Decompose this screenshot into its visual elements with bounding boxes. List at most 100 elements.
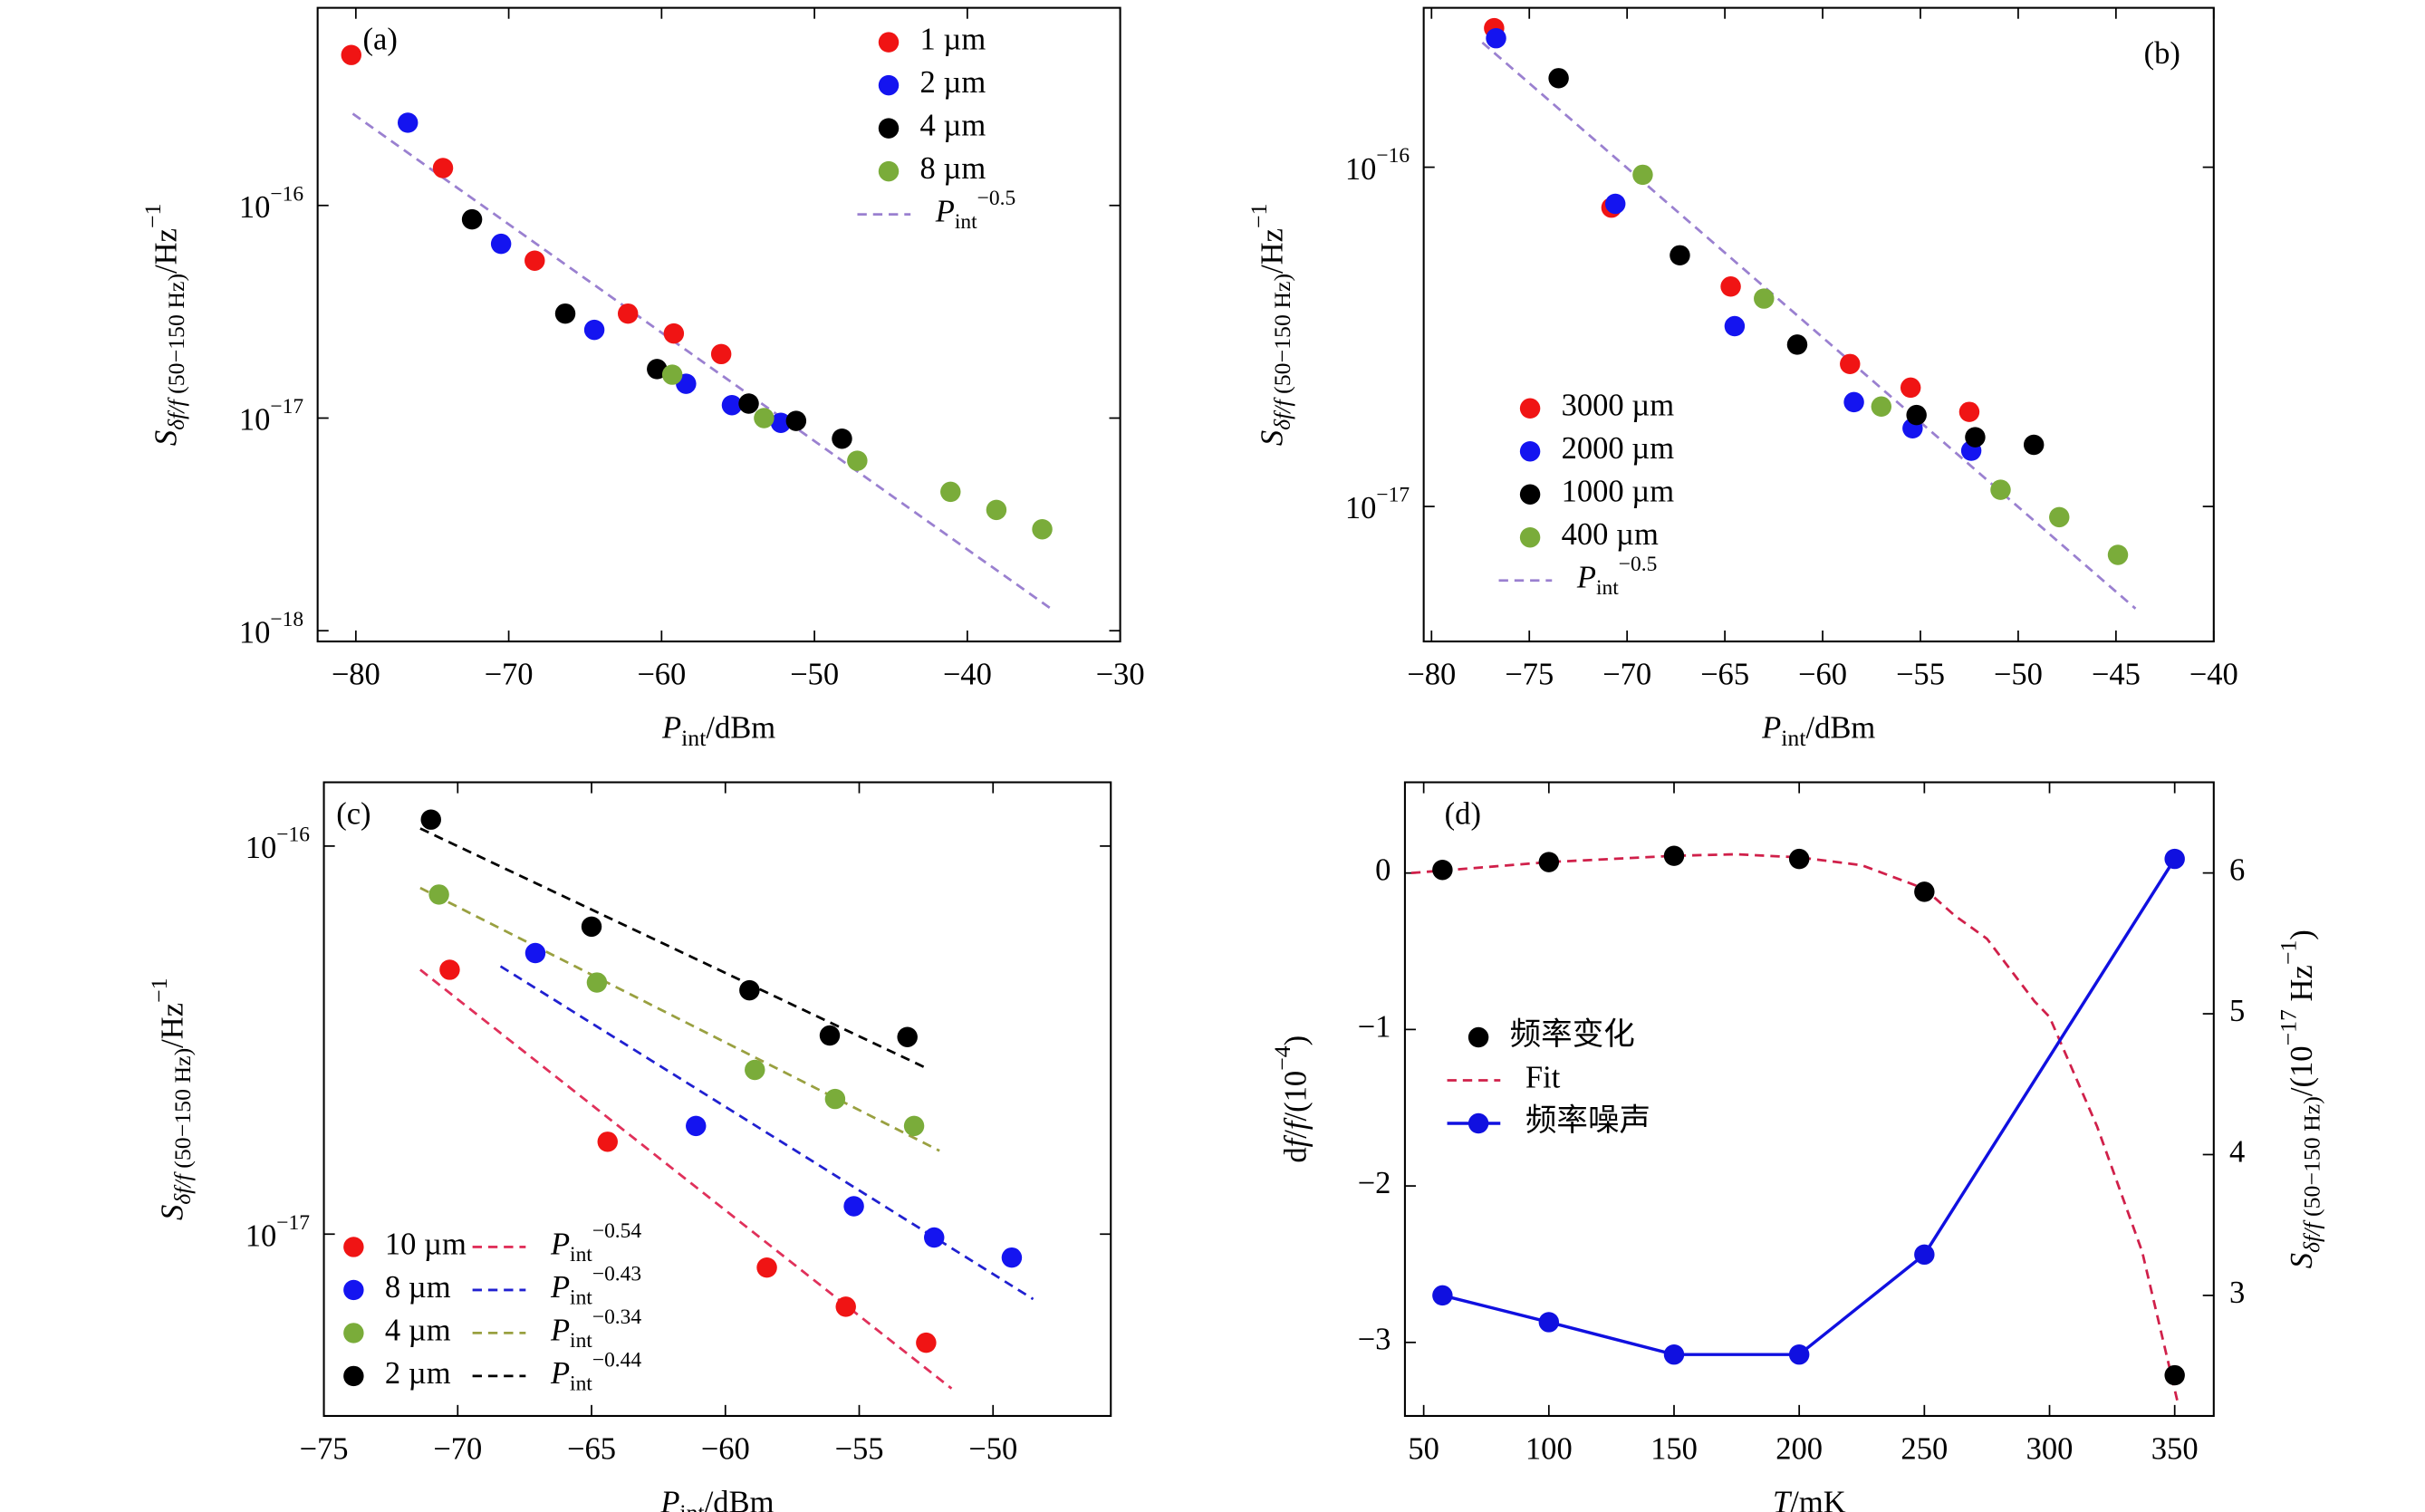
series-line <box>1441 858 2177 1356</box>
y-tick-label-part: −18 <box>270 608 303 631</box>
y-axis-label-part: δf/f <box>1269 397 1295 430</box>
data-point <box>1432 1285 1453 1306</box>
y-tick-label: 10−16 <box>239 183 304 225</box>
data-point <box>897 1026 918 1047</box>
data-point <box>554 303 576 324</box>
x-tick-label: −75 <box>1505 658 1554 692</box>
legend-label: 4 µm <box>920 109 986 143</box>
x-tick-label: −60 <box>701 1432 750 1467</box>
x-axis-label-part: /mK <box>1790 1485 1845 1512</box>
axes-frame <box>322 781 1112 1417</box>
x-tick-label: −80 <box>332 658 380 692</box>
series-line <box>499 965 1034 1301</box>
y-axis-label-part: (50−150 Hz) <box>169 1048 196 1174</box>
data-point <box>847 450 868 471</box>
y-axis-label: Sδf/f (50−150 Hz)/Hz−1 <box>146 978 196 1220</box>
data-point <box>1663 1343 1685 1365</box>
data-point <box>785 410 807 431</box>
legend-label: 400 µm <box>1562 517 1659 552</box>
legend-marker <box>1519 527 1541 548</box>
x-tick-label: 50 <box>1408 1432 1439 1467</box>
y-axis-label-part: δf/f <box>169 1170 196 1204</box>
data-point <box>1604 193 1626 215</box>
y2-axis-label-part: /(10 <box>2285 1045 2319 1096</box>
legend-marker <box>343 1237 364 1257</box>
x-tick-label: 200 <box>1775 1432 1823 1467</box>
axes-frame <box>1403 781 2215 1417</box>
legend-label: 频率噪声 <box>1525 1103 1650 1138</box>
x-axis-label-part: /dBm <box>705 1485 775 1512</box>
data-point <box>617 303 639 324</box>
data-point <box>586 972 608 993</box>
x-tick-label: −50 <box>790 658 839 692</box>
y-axis-label-part: ) <box>1278 1035 1313 1046</box>
legend-label-part: int <box>955 210 977 234</box>
y-tick-label-part: 10 <box>245 1218 277 1253</box>
y-tick-label-part: 10 <box>239 615 271 650</box>
data-point <box>2023 434 2045 456</box>
y-axis-label-part: (50−150 Hz) <box>1269 274 1295 400</box>
y-axis-label-part: / <box>1278 1130 1313 1139</box>
data-point <box>835 1296 856 1317</box>
data-point <box>524 942 546 964</box>
data-point <box>1958 401 1980 422</box>
y-axis-label-part: δf/f <box>163 397 189 430</box>
y-tick-label: 0 <box>1375 853 1391 888</box>
data-point <box>738 393 759 414</box>
data-point <box>1663 845 1685 866</box>
data-point <box>1432 860 1453 881</box>
legend-marker <box>878 160 900 182</box>
legend-marker <box>343 1279 364 1301</box>
data-point <box>397 112 419 133</box>
data-point <box>832 429 852 449</box>
x-tick-label: 100 <box>1525 1432 1573 1467</box>
x-axis-label-part: /dBm <box>1806 710 1876 745</box>
y-tick-label: −1 <box>1358 1009 1391 1044</box>
x-axis-label: Pint/dBm <box>659 1485 774 1512</box>
y2-tick-label: 3 <box>2229 1276 2245 1310</box>
x-tick-label: −70 <box>433 1432 482 1467</box>
data-point <box>597 1132 618 1152</box>
legend-label: 频率变化 <box>1510 1017 1635 1052</box>
y2-axis-label-part: −17 <box>2275 1009 2301 1045</box>
y2-axis-label-part: (50−150 Hz) <box>2298 1096 2324 1222</box>
y-axis-label-part: −1 <box>1246 204 1272 228</box>
x-axis-label-part: int <box>679 1499 705 1512</box>
legend-label-part: −0.43 <box>592 1263 641 1286</box>
legend-label: 1000 µm <box>1562 475 1675 509</box>
data-point <box>824 1088 846 1110</box>
data-point <box>2049 506 2070 528</box>
legend-label-part: int <box>570 1243 592 1266</box>
y-axis-label-part: S <box>155 1205 189 1220</box>
legend-label-part: int <box>570 1329 592 1353</box>
legend-label: 10 µm <box>385 1227 467 1261</box>
legend-label: Pint−0.5 <box>1576 554 1657 601</box>
legend-label-part: −0.5 <box>1619 554 1658 577</box>
y-axis-label-part: S <box>149 430 183 446</box>
x-axis-label-part: T <box>1773 1485 1793 1512</box>
series-line <box>1481 41 2137 610</box>
data-point <box>490 233 512 255</box>
y-tick-label: 10−16 <box>245 823 311 865</box>
x-tick-label: 150 <box>1650 1432 1698 1467</box>
legend-label-part: int <box>570 1286 592 1310</box>
x-axis-label: T/mK <box>1773 1485 1846 1512</box>
data-point <box>439 959 460 980</box>
series-line <box>419 968 953 1390</box>
data-point <box>647 359 668 380</box>
legend-label-part: −0.44 <box>592 1349 642 1372</box>
data-point <box>986 499 1007 521</box>
data-point <box>745 1059 765 1081</box>
y-axis-label-part: /(10 <box>1278 1071 1313 1122</box>
legend-label-part: int <box>1596 576 1619 600</box>
data-point <box>754 408 775 429</box>
data-point <box>341 44 361 65</box>
y-tick-label-part: 10 <box>1345 491 1377 525</box>
y-axis-label-part: (50−150 Hz) <box>163 274 189 400</box>
axes-frame <box>1422 6 2215 643</box>
panel-label: (a) <box>363 23 398 57</box>
legend-label: Fit <box>1525 1060 1561 1094</box>
y-axis-label: Sδf/f (50−150 Hz)/Hz−1 <box>1246 204 1295 447</box>
legend-marker <box>343 1323 364 1343</box>
